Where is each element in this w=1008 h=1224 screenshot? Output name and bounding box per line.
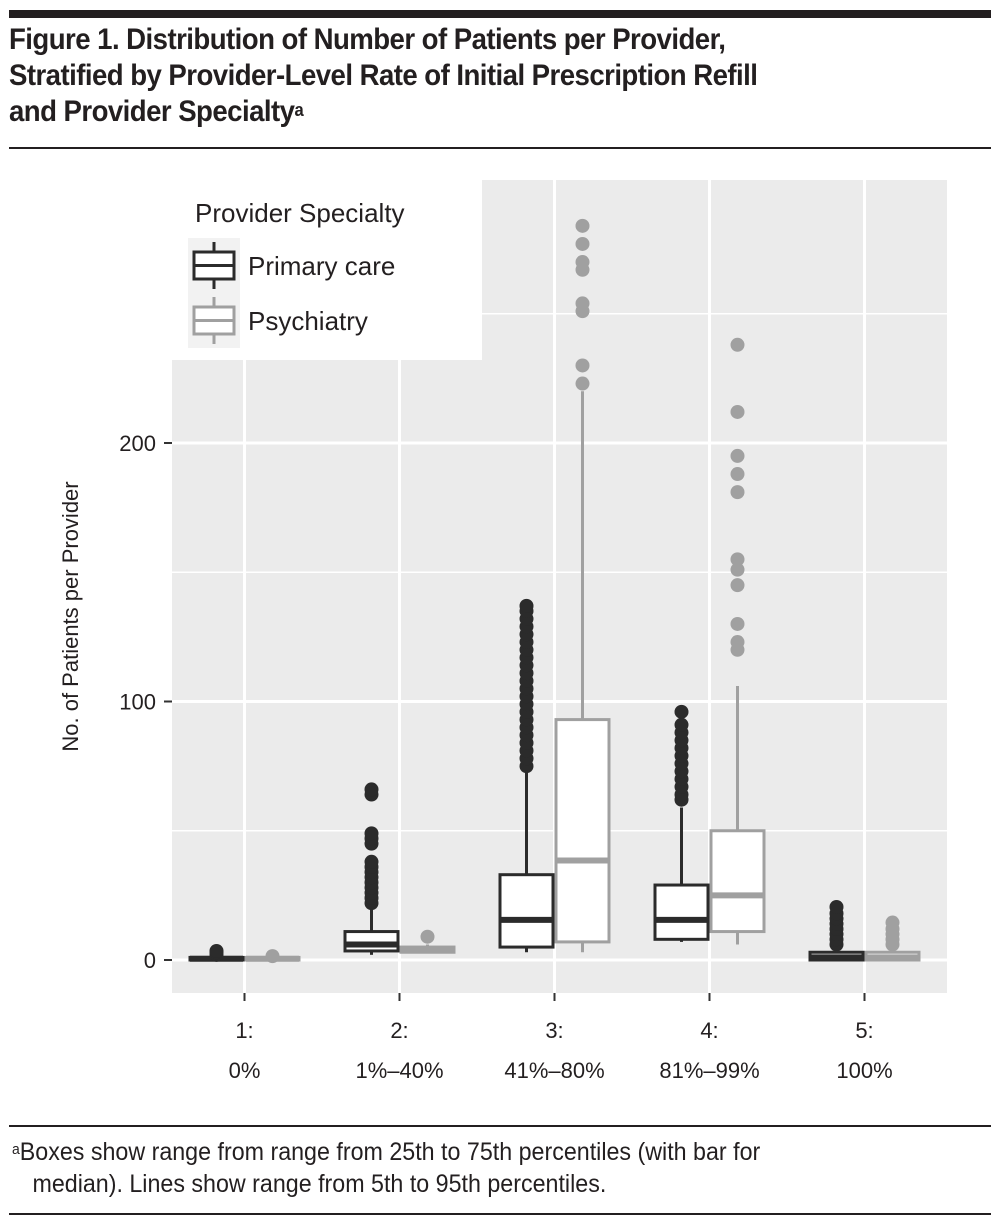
outlier-point	[575, 218, 590, 233]
outlier-point	[730, 337, 745, 352]
box-iqr	[653, 883, 710, 941]
box-primary-care-cat4	[653, 704, 710, 942]
outlier-point	[885, 915, 900, 930]
title-rule	[9, 147, 991, 149]
footnote-rule-top	[9, 1125, 991, 1127]
box-psychiatry-cat1	[244, 949, 301, 964]
box-psychiatry-cat2	[399, 929, 456, 954]
outlier-point	[209, 943, 224, 958]
x-tick-label-line2: 0%	[229, 1058, 261, 1083]
box-psychiatry-cat5	[864, 915, 921, 962]
outlier-point	[575, 376, 590, 391]
y-tick-label: 200	[119, 431, 156, 456]
legend-label: Psychiatry	[248, 306, 368, 336]
outlier-point	[730, 404, 745, 419]
top-rule	[9, 10, 991, 18]
outlier-point	[575, 236, 590, 251]
x-tick-label-line2: 81%–99%	[659, 1058, 759, 1083]
outlier-point	[730, 616, 745, 631]
y-tick-label: 100	[119, 690, 156, 715]
figure-title-line3: and Provider Specialtya	[9, 94, 920, 130]
axes: 0 100 200 1: 0% 2: 1%–40% 3: 41%–80% 4: 81%–99% 5: 1…	[58, 431, 893, 1083]
x-tick-label-line1: 3:	[545, 1018, 563, 1043]
outlier-point	[575, 296, 590, 311]
outlier-point	[730, 448, 745, 463]
x-tick-label-line1: 4:	[700, 1018, 718, 1043]
boxes	[188, 218, 921, 964]
x-tick-label-line1: 1:	[235, 1018, 253, 1043]
footnote-line1: Boxes show range from range from 25th to…	[19, 1138, 761, 1166]
box-psychiatry-cat3	[554, 218, 611, 953]
outlier-point	[730, 578, 745, 593]
box-primary-care-cat5	[808, 900, 865, 962]
outlier-point	[519, 598, 534, 613]
outlier-point	[364, 826, 379, 841]
footnote-rule-bottom	[9, 1213, 991, 1215]
x-tick-label-line2: 100%	[836, 1058, 892, 1083]
footnote: aBoxes show range from range from 25th t…	[12, 1136, 961, 1200]
outlier-point	[730, 562, 745, 577]
figure-title-line2: Stratified by Provider-Level Rate of Ini…	[9, 59, 758, 92]
box-iqr	[498, 873, 555, 949]
figure-title-line1: Figure 1. Distribution of Number of Pati…	[9, 23, 726, 56]
footnote-line2: median). Lines show range from 5th to 95…	[32, 1170, 607, 1198]
boxplot-chart: 0 100 200 1: 0% 2: 1%–40% 3: 41%–80% 4: 81%–99% 5: 1…	[58, 180, 947, 1083]
box-psychiatry-cat4	[709, 337, 766, 945]
figure-title-line3-text: and Provider Specialty	[9, 95, 295, 128]
legend-label: Primary care	[248, 251, 395, 281]
x-tick-label-line2: 41%–80%	[504, 1058, 604, 1083]
outlier-point	[575, 255, 590, 270]
outlier-point	[674, 717, 689, 732]
outlier-point	[364, 854, 379, 869]
figure-title: Figure 1. Distribution of Number of Pati…	[9, 22, 920, 130]
box-iqr	[554, 718, 611, 944]
box-primary-care-cat1	[188, 943, 245, 962]
legend-title: Provider Specialty	[195, 198, 405, 228]
outlier-point	[829, 900, 844, 915]
outlier-point	[364, 782, 379, 797]
legend-key-primary-care	[188, 238, 240, 293]
box-primary-care-cat3	[498, 598, 555, 953]
box-iqr	[343, 930, 400, 953]
box-primary-care-cat2	[343, 782, 400, 955]
legend: Provider Specialty Primary care Psychiatry	[172, 180, 482, 360]
outlier-point	[730, 467, 745, 482]
title-footnote-marker: a	[294, 100, 304, 120]
outlier-point	[730, 552, 745, 567]
box-iqr	[709, 829, 766, 934]
outlier-point	[575, 358, 590, 373]
outlier-point	[265, 949, 280, 964]
outlier-point	[420, 929, 435, 944]
x-tick-label-line2: 1%–40%	[355, 1058, 443, 1083]
outlier-point	[730, 485, 745, 500]
y-tick-label: 0	[144, 948, 156, 973]
outlier-point	[730, 635, 745, 650]
legend-key-psychiatry	[188, 293, 240, 348]
x-tick-label-line1: 2:	[390, 1018, 408, 1043]
y-axis-title: No. of Patients per Provider	[58, 481, 83, 751]
outlier-point	[674, 704, 689, 719]
x-tick-label-line1: 5:	[855, 1018, 873, 1043]
footnote-marker: a	[12, 1141, 20, 1158]
